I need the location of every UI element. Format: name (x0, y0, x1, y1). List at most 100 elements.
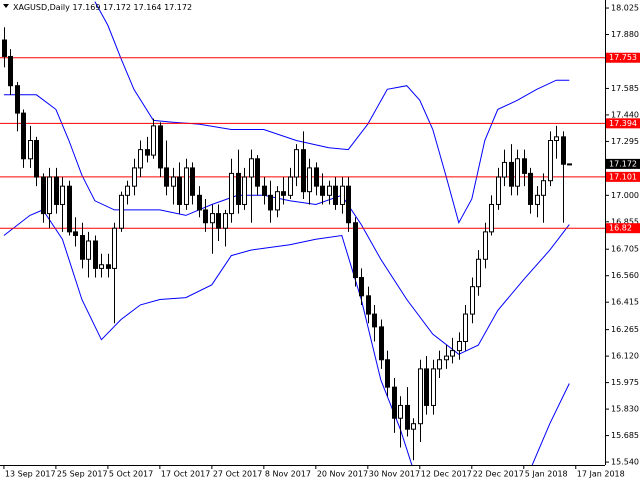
candle-body (457, 340, 462, 352)
candle-body (164, 167, 169, 187)
candle-body (554, 136, 559, 142)
x-tick-label: 5 Jan 2018 (525, 470, 568, 479)
y-tick-label: 15.830 (611, 405, 639, 414)
y-tick-label: 17.295 (611, 137, 639, 146)
x-tick-label: 5 Oct 2017 (109, 470, 153, 479)
candle-body (138, 149, 143, 169)
candle-body (340, 185, 345, 205)
y-tick-label: 15.685 (611, 431, 639, 440)
y-tick-label: 16.120 (611, 352, 639, 361)
low: 17.164 (134, 3, 162, 12)
candle-body (385, 359, 390, 388)
candle-body (528, 172, 533, 205)
y-tick-label: 16.265 (611, 325, 639, 334)
candle-body (294, 149, 299, 178)
y-tick-label: 17.000 (611, 191, 639, 200)
y-tick-label: 17.585 (611, 84, 639, 93)
x-tick-label: 22 Dec 2017 (473, 470, 524, 479)
level-label-box (606, 223, 640, 234)
candle-body (60, 185, 65, 205)
candle-body (86, 240, 91, 260)
candle-body (145, 149, 150, 156)
candle-body (41, 176, 46, 215)
candle-body (327, 185, 332, 196)
symbol: XAGUSD,Daily (13, 3, 70, 12)
candle-body (28, 140, 33, 160)
candle-body (392, 386, 397, 419)
level-label-box (606, 52, 640, 63)
candle-body (171, 176, 176, 187)
candle-body (411, 423, 416, 430)
candle-body (249, 158, 254, 178)
candle-body (8, 55, 13, 87)
candle-body (502, 161, 507, 178)
y-tick-label: 16.855 (611, 217, 639, 226)
candle-body (73, 231, 78, 237)
candle-body (54, 176, 59, 205)
x-tick-label: 17 Oct 2017 (161, 470, 210, 479)
candle-body (431, 368, 436, 406)
candle-body (301, 149, 306, 193)
candle-body (522, 158, 527, 174)
candle-body (476, 258, 481, 288)
close: 17.172 (164, 3, 192, 12)
x-tick-label: 8 Nov 2017 (265, 470, 311, 479)
x-tick-label: 27 Oct 2017 (213, 470, 262, 479)
candle-body (125, 185, 130, 196)
y-tick-label: 16.705 (611, 245, 639, 254)
candle-body (366, 295, 371, 315)
price-label-box (606, 158, 640, 169)
y-tick-label: 18.025 (611, 4, 639, 13)
candle-body (262, 185, 267, 196)
candle-body (197, 194, 202, 211)
level-label: 17.753 (609, 53, 637, 62)
candle-body (463, 313, 468, 342)
candle-body (275, 191, 280, 211)
candle-body (379, 326, 384, 361)
candle-body (255, 158, 260, 187)
candle-body (359, 277, 364, 297)
candle-body (561, 136, 566, 165)
candle-body (541, 180, 546, 196)
y-tick-label: 16.415 (611, 298, 639, 307)
candle-body (106, 264, 111, 269)
candle-body (398, 404, 403, 419)
candle-body (515, 158, 520, 187)
candle-body (2, 39, 7, 57)
candle-body (184, 167, 189, 205)
candle-body (353, 222, 358, 279)
x-tick-label: 25 Sep 2017 (57, 470, 108, 479)
plot-area (0, 1, 605, 465)
y-tick-label: 15.540 (611, 458, 639, 467)
x-tick-label: 12 Dec 2017 (421, 470, 472, 479)
candle-body (93, 240, 98, 269)
candle-body (424, 368, 429, 406)
menu-icon[interactable] (3, 4, 9, 8)
open: 17.169 (72, 3, 100, 12)
chart-header: XAGUSD,Daily 17.169 17.172 17.164 17.172 (13, 3, 192, 12)
candle-body (346, 185, 351, 224)
x-tick-label: 13 Sep 2017 (5, 470, 56, 479)
candle-body (177, 176, 182, 205)
level-label: 17.394 (609, 119, 637, 128)
candle-body (268, 194, 273, 211)
candle-body (567, 163, 572, 166)
candle-body (450, 350, 455, 357)
candle-body (99, 264, 104, 269)
candle-body (535, 194, 540, 205)
candle-body (242, 176, 247, 205)
candle-body (281, 191, 286, 196)
y-tick-label: 17.880 (611, 30, 639, 39)
candle-body (548, 140, 553, 182)
candle-body (47, 176, 52, 215)
candle-body (119, 194, 124, 229)
candle-body (405, 404, 410, 430)
candle-body (288, 176, 293, 196)
price-label: 17.172 (609, 159, 637, 168)
candle-body (80, 235, 85, 260)
candle-body (372, 313, 377, 328)
y-tick-label: 16.560 (611, 271, 639, 280)
candle-body (229, 172, 234, 215)
